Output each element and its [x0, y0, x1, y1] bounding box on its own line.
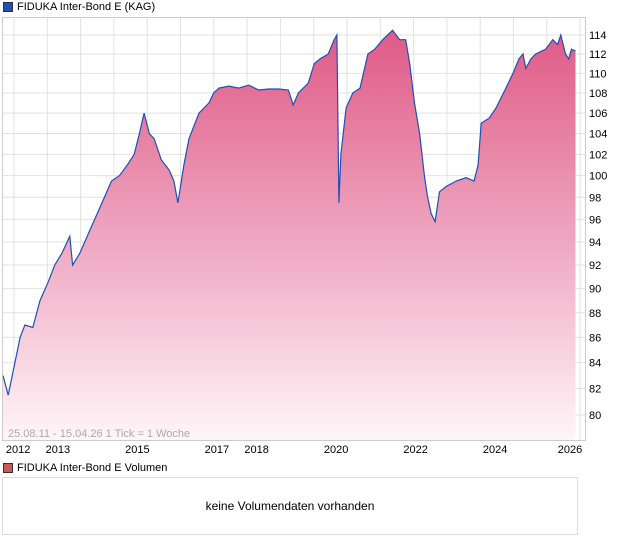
- y-tick-label: 86: [589, 332, 601, 344]
- y-tick-label: 102: [589, 149, 607, 161]
- x-tick-label: 2013: [46, 444, 70, 456]
- volume-legend-label: FIDUKA Inter-Bond E Volumen: [17, 462, 168, 474]
- price-area: [3, 30, 576, 441]
- x-tick-label: 2017: [205, 444, 229, 456]
- y-tick-label: 100: [589, 171, 607, 183]
- y-tick-label: 112: [589, 49, 607, 61]
- y-tick-label: 94: [589, 237, 601, 249]
- price-line: [2, 29, 576, 396]
- y-tick-label: 82: [589, 384, 601, 396]
- y-tick-label: 98: [589, 192, 601, 204]
- y-tick-label: 108: [589, 88, 607, 100]
- plot-border: [2, 17, 586, 441]
- x-tick-label: 2020: [324, 444, 348, 456]
- x-tick-label: 2012: [6, 444, 30, 456]
- y-tick-label: 96: [589, 214, 601, 226]
- y-tick-label: 84: [589, 358, 601, 370]
- volume-legend-swatch: [3, 463, 13, 473]
- main-legend: FIDUKA Inter-Bond E (KAG): [3, 1, 155, 13]
- y-tick-label: 114: [589, 30, 607, 42]
- no-volume-message: keine Volumendaten vorhanden: [205, 499, 375, 513]
- main-legend-swatch: [3, 2, 13, 12]
- y-tick-label: 110: [589, 68, 607, 80]
- volume-panel: keine Volumendaten vorhanden: [2, 477, 578, 535]
- volume-legend: FIDUKA Inter-Bond E Volumen: [3, 462, 167, 474]
- y-tick-label: 106: [589, 108, 607, 120]
- x-tick-label: 2024: [483, 444, 507, 456]
- x-tick-label: 2026: [558, 444, 582, 456]
- y-tick-label: 88: [589, 308, 601, 320]
- date-range-info: 25.08.11 - 15.04.26 1 Tick = 1 Woche: [8, 428, 191, 440]
- main-legend-label: FIDUKA Inter-Bond E (KAG): [17, 1, 156, 13]
- price-chart: 80 82 84 86 88 90 92 94 96 98 100 102 104 106 108 110 11…: [2, 17, 607, 456]
- y-tick-label: 104: [589, 129, 607, 141]
- y-tick-label: 90: [589, 284, 601, 296]
- x-tick-label: 2022: [403, 444, 427, 456]
- x-tick-label: 2018: [244, 444, 268, 456]
- y-tick-label: 92: [589, 260, 601, 272]
- x-tick-label: 2015: [125, 444, 149, 456]
- y-tick-label: 80: [589, 410, 601, 422]
